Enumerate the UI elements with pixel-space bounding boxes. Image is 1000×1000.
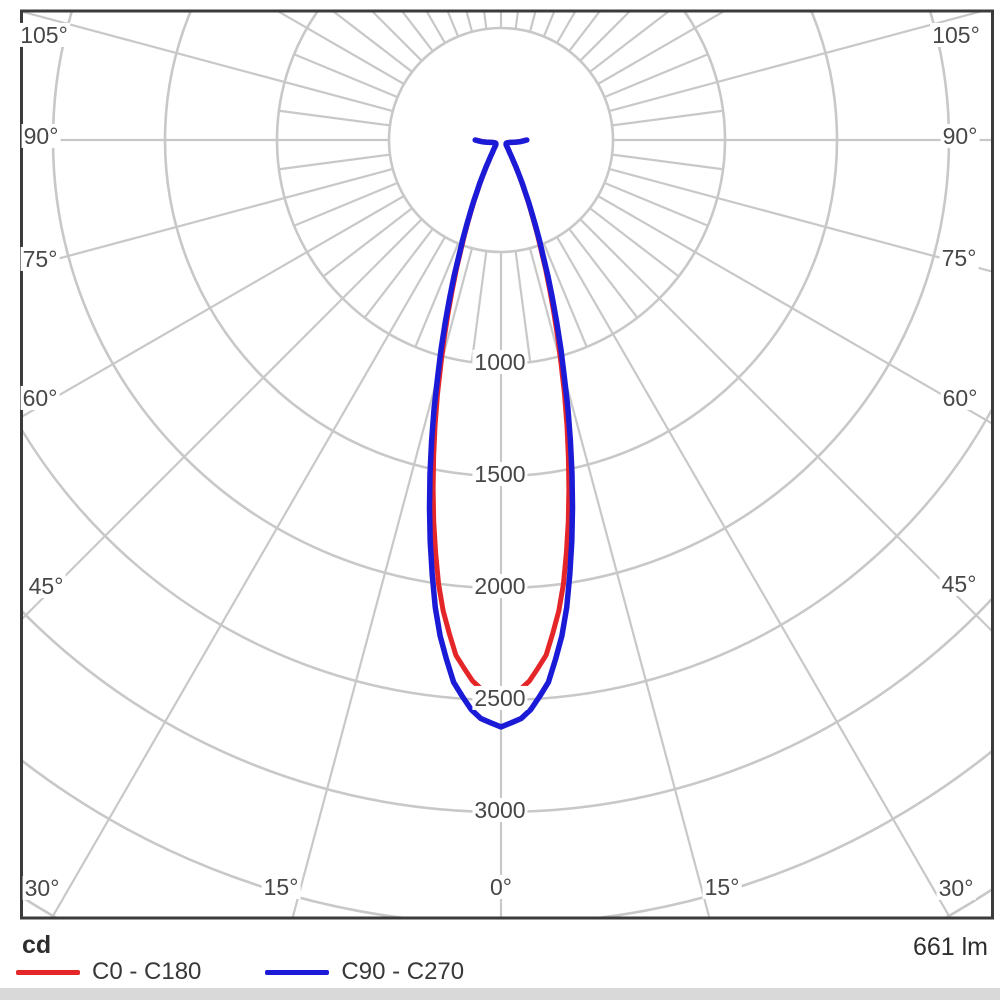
angle-label: 30° [936,874,976,901]
angle-label: 90° [21,122,61,149]
angle-label: 90° [940,122,980,149]
legend-item-c0-c180: C0 - C180 [16,958,201,986]
radial-value-label: 2000 [472,572,528,599]
bottom-strip [0,988,1000,1000]
blue-line-swatch [265,969,330,975]
legend: C0 - C180 C90 - C270 [16,958,464,986]
angle-label: 60° [20,384,60,411]
angle-label: 105° [18,21,70,48]
curve-c90-c270 [426,137,576,730]
angle-label: 60° [940,384,980,411]
angle-label: 45° [939,570,979,597]
radial-value-label: 3000 [472,796,528,823]
angle-label: 75° [20,245,60,272]
angle-label: 15° [261,873,301,900]
plot-border [20,9,994,920]
radial-value-label: 1500 [472,460,528,487]
legend-label-c90-c270: C90 - C270 [341,958,465,985]
radial-value-label: 1000 [472,348,528,375]
angle-label: 75° [939,244,979,271]
luminous-flux-label: 661 lm [912,933,988,961]
legend-item-c90-c270: C90 - C270 [265,958,464,986]
angle-label: 45° [26,572,66,599]
radial-value-label: 2500 [472,684,528,711]
angle-label: 30° [22,874,62,901]
angle-label: 15° [702,873,742,900]
angle-label: 0° [488,873,514,900]
unit-label: cd [22,931,52,959]
legend-label-c0-c180: C0 - C180 [92,958,202,985]
angle-label: 105° [930,21,982,48]
red-line-swatch [16,969,80,975]
